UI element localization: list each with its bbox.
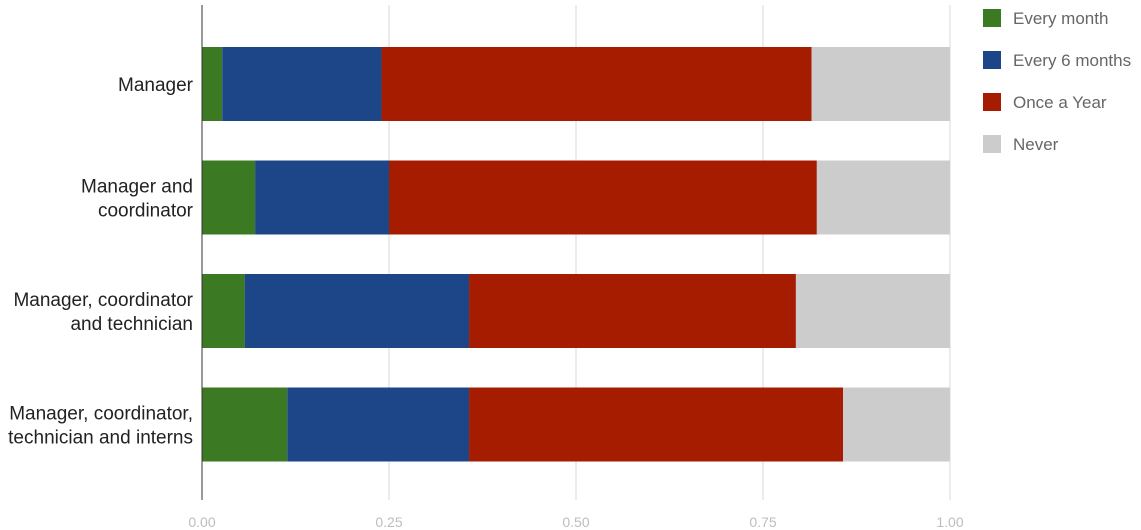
bar-segment — [811, 47, 950, 121]
legend-label: Once a Year — [1013, 93, 1107, 112]
category-label: Manager — [118, 75, 194, 96]
bar-segment — [255, 160, 389, 235]
legend-swatch — [983, 51, 1001, 69]
bar-segment — [816, 160, 950, 235]
category-label-line: Manager — [118, 75, 194, 96]
category-label-line: technician and interns — [8, 428, 193, 449]
bar-segment — [202, 387, 288, 462]
category-label-line: coordinator — [98, 201, 194, 222]
category-label-line: Manager, coordinator, — [9, 404, 193, 425]
x-tick-label: 0.50 — [562, 514, 589, 530]
bar-segment — [244, 274, 470, 348]
category-label: Manager, coordinator, technician and inte… — [8, 404, 193, 449]
bar-segment — [202, 47, 223, 121]
bars — [202, 47, 950, 462]
x-tick-label: 0.25 — [375, 514, 402, 530]
category-labels: Manager Manager and coordinator Manager, co… — [8, 75, 194, 449]
legend-label: Never — [1013, 135, 1059, 154]
category-label-line: Manager, coordinator — [13, 290, 193, 311]
x-tick-label: 0.00 — [188, 514, 215, 530]
legend: Every month Every 6 months Once a Year Neve… — [983, 9, 1131, 154]
bar-segment — [287, 387, 470, 462]
x-tick-label: 1.00 — [936, 514, 963, 530]
legend-swatch — [983, 9, 1001, 27]
legend-label: Every month — [1013, 9, 1108, 28]
legend-swatch — [983, 135, 1001, 153]
bar-segment — [202, 274, 245, 348]
x-tick-label: 0.75 — [749, 514, 776, 530]
category-label-line: and technician — [70, 314, 193, 335]
category-label: Manager, coordinator and technician — [13, 290, 193, 335]
bar-segment — [469, 387, 844, 462]
legend-swatch — [983, 93, 1001, 111]
x-tick-labels: 0.00 0.25 0.50 0.75 1.00 — [188, 514, 963, 530]
bar-segment — [381, 47, 812, 121]
bar-segment — [795, 274, 950, 348]
bar-segment — [222, 47, 382, 121]
legend-label: Every 6 months — [1013, 51, 1131, 70]
bar-segment — [843, 387, 950, 462]
category-label-line: Manager and — [81, 177, 193, 198]
category-label: Manager and coordinator — [81, 177, 194, 222]
bar-segment — [469, 274, 796, 348]
bar-segment — [202, 160, 256, 235]
bar-segment — [389, 160, 817, 235]
